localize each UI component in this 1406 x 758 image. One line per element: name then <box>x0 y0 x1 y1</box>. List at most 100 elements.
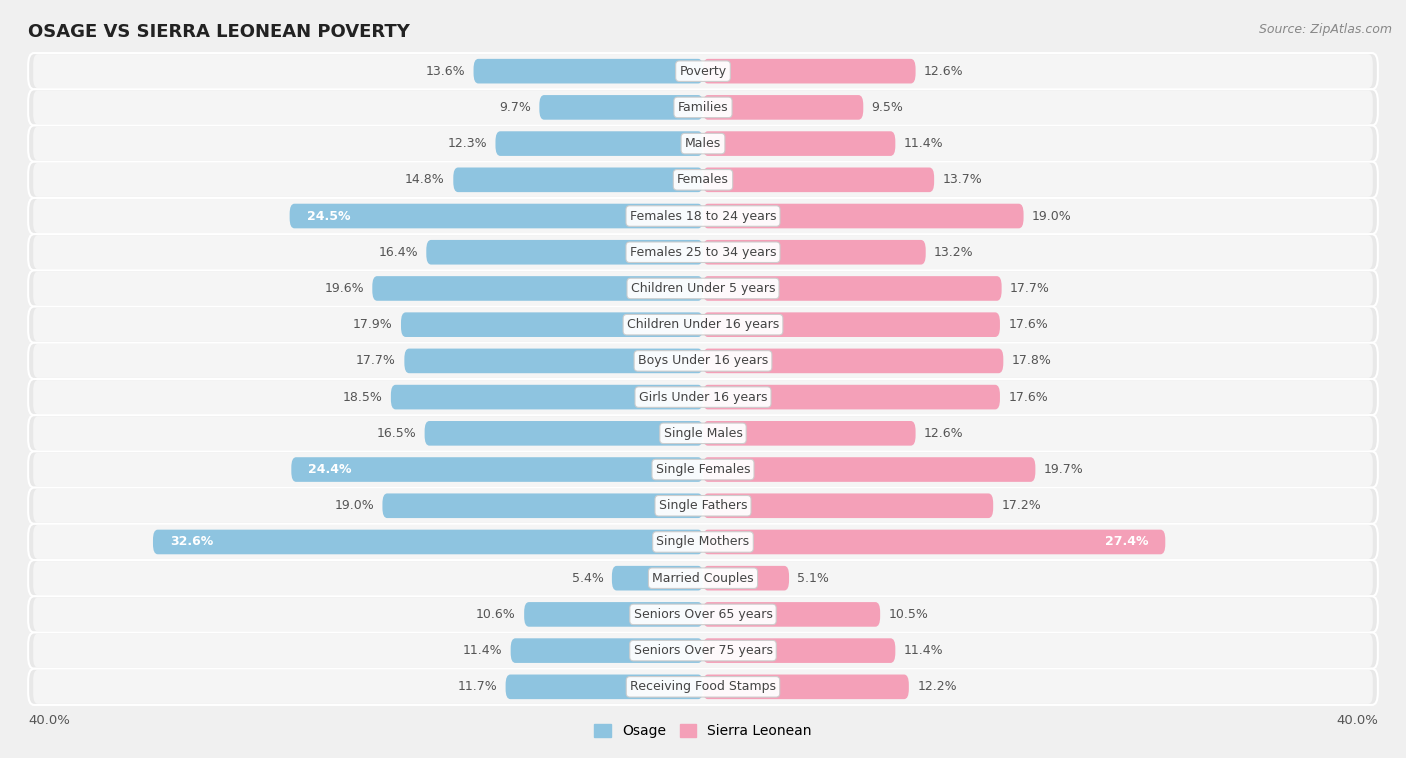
Text: 11.4%: 11.4% <box>463 644 502 657</box>
FancyBboxPatch shape <box>28 597 1378 632</box>
FancyBboxPatch shape <box>34 670 1372 704</box>
FancyBboxPatch shape <box>540 95 703 120</box>
FancyBboxPatch shape <box>34 561 1372 595</box>
Text: 19.7%: 19.7% <box>1043 463 1084 476</box>
FancyBboxPatch shape <box>405 349 703 373</box>
Text: Males: Males <box>685 137 721 150</box>
FancyBboxPatch shape <box>34 199 1372 233</box>
Text: 17.7%: 17.7% <box>356 355 396 368</box>
FancyBboxPatch shape <box>426 240 703 265</box>
FancyBboxPatch shape <box>34 54 1372 88</box>
FancyBboxPatch shape <box>703 602 880 627</box>
FancyBboxPatch shape <box>703 421 915 446</box>
FancyBboxPatch shape <box>401 312 703 337</box>
FancyBboxPatch shape <box>28 487 1378 524</box>
Text: 12.6%: 12.6% <box>924 427 963 440</box>
FancyBboxPatch shape <box>28 524 1378 560</box>
FancyBboxPatch shape <box>34 489 1372 523</box>
FancyBboxPatch shape <box>703 675 908 699</box>
Text: Married Couples: Married Couples <box>652 572 754 584</box>
FancyBboxPatch shape <box>28 669 1378 705</box>
Text: 13.6%: 13.6% <box>426 64 465 77</box>
FancyBboxPatch shape <box>34 163 1372 197</box>
Text: 40.0%: 40.0% <box>1336 714 1378 727</box>
FancyBboxPatch shape <box>28 452 1378 487</box>
FancyBboxPatch shape <box>703 638 896 663</box>
FancyBboxPatch shape <box>34 127 1372 161</box>
FancyBboxPatch shape <box>34 271 1372 305</box>
FancyBboxPatch shape <box>495 131 703 156</box>
FancyBboxPatch shape <box>28 89 1378 126</box>
FancyBboxPatch shape <box>28 271 1378 306</box>
Text: 27.4%: 27.4% <box>1105 535 1149 549</box>
FancyBboxPatch shape <box>28 632 1378 669</box>
FancyBboxPatch shape <box>703 131 896 156</box>
FancyBboxPatch shape <box>34 308 1372 342</box>
FancyBboxPatch shape <box>373 276 703 301</box>
Text: 19.6%: 19.6% <box>325 282 364 295</box>
Text: 24.4%: 24.4% <box>308 463 352 476</box>
Text: 17.8%: 17.8% <box>1012 355 1052 368</box>
FancyBboxPatch shape <box>524 602 703 627</box>
FancyBboxPatch shape <box>391 385 703 409</box>
FancyBboxPatch shape <box>474 59 703 83</box>
FancyBboxPatch shape <box>703 493 993 518</box>
Text: 11.7%: 11.7% <box>457 681 498 694</box>
FancyBboxPatch shape <box>291 457 703 482</box>
FancyBboxPatch shape <box>290 204 703 228</box>
FancyBboxPatch shape <box>506 675 703 699</box>
Text: 13.7%: 13.7% <box>942 174 983 186</box>
Text: 17.2%: 17.2% <box>1001 500 1042 512</box>
Text: Families: Families <box>678 101 728 114</box>
Text: 10.5%: 10.5% <box>889 608 928 621</box>
FancyBboxPatch shape <box>425 421 703 446</box>
Text: 9.5%: 9.5% <box>872 101 904 114</box>
FancyBboxPatch shape <box>28 234 1378 271</box>
FancyBboxPatch shape <box>703 95 863 120</box>
Text: 12.2%: 12.2% <box>917 681 957 694</box>
Text: Poverty: Poverty <box>679 64 727 77</box>
FancyBboxPatch shape <box>703 385 1000 409</box>
Text: 17.6%: 17.6% <box>1008 318 1047 331</box>
Legend: Osage, Sierra Leonean: Osage, Sierra Leonean <box>589 719 817 744</box>
Text: 18.5%: 18.5% <box>343 390 382 403</box>
FancyBboxPatch shape <box>34 597 1372 631</box>
FancyBboxPatch shape <box>28 343 1378 379</box>
Text: 13.2%: 13.2% <box>934 246 974 258</box>
Text: Source: ZipAtlas.com: Source: ZipAtlas.com <box>1258 23 1392 36</box>
Text: 17.6%: 17.6% <box>1008 390 1047 403</box>
Text: 9.7%: 9.7% <box>499 101 531 114</box>
Text: 5.1%: 5.1% <box>797 572 830 584</box>
FancyBboxPatch shape <box>612 566 703 590</box>
FancyBboxPatch shape <box>28 53 1378 89</box>
FancyBboxPatch shape <box>703 240 925 265</box>
FancyBboxPatch shape <box>703 276 1001 301</box>
FancyBboxPatch shape <box>28 126 1378 161</box>
Text: 32.6%: 32.6% <box>170 535 214 549</box>
Text: Girls Under 16 years: Girls Under 16 years <box>638 390 768 403</box>
FancyBboxPatch shape <box>703 349 1004 373</box>
FancyBboxPatch shape <box>28 306 1378 343</box>
Text: 14.8%: 14.8% <box>405 174 444 186</box>
Text: 12.3%: 12.3% <box>447 137 486 150</box>
FancyBboxPatch shape <box>703 530 1166 554</box>
FancyBboxPatch shape <box>34 416 1372 450</box>
FancyBboxPatch shape <box>703 312 1000 337</box>
Text: Seniors Over 75 years: Seniors Over 75 years <box>634 644 772 657</box>
Text: 12.6%: 12.6% <box>924 64 963 77</box>
Text: Single Mothers: Single Mothers <box>657 535 749 549</box>
Text: 11.4%: 11.4% <box>904 137 943 150</box>
FancyBboxPatch shape <box>34 634 1372 668</box>
Text: Seniors Over 65 years: Seniors Over 65 years <box>634 608 772 621</box>
Text: Boys Under 16 years: Boys Under 16 years <box>638 355 768 368</box>
Text: 16.5%: 16.5% <box>377 427 416 440</box>
Text: 19.0%: 19.0% <box>1032 209 1071 223</box>
Text: Children Under 16 years: Children Under 16 years <box>627 318 779 331</box>
Text: 24.5%: 24.5% <box>307 209 350 223</box>
FancyBboxPatch shape <box>28 415 1378 452</box>
FancyBboxPatch shape <box>28 379 1378 415</box>
FancyBboxPatch shape <box>703 457 1035 482</box>
FancyBboxPatch shape <box>703 566 789 590</box>
FancyBboxPatch shape <box>703 59 915 83</box>
Text: OSAGE VS SIERRA LEONEAN POVERTY: OSAGE VS SIERRA LEONEAN POVERTY <box>28 23 411 41</box>
